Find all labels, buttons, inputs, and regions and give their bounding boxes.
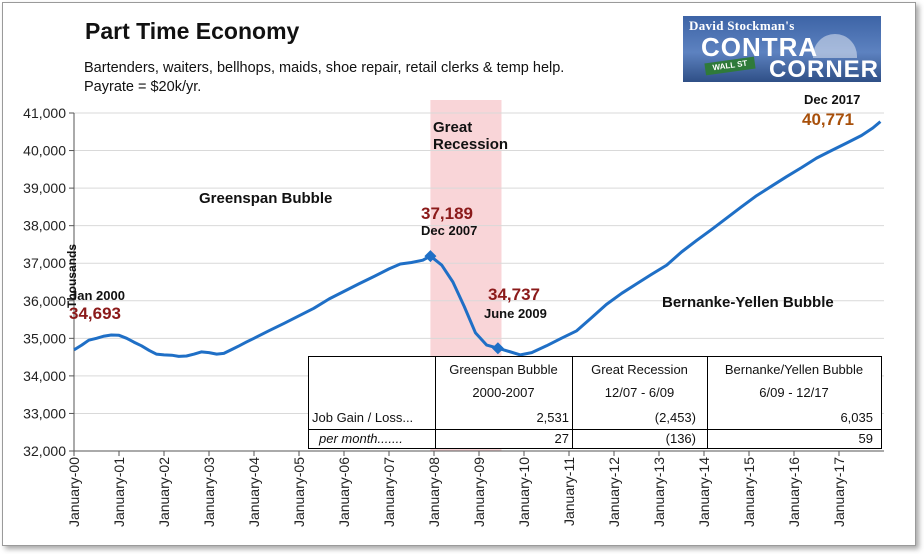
table-divider bbox=[707, 357, 708, 448]
x-tick-label: January-09 bbox=[471, 457, 487, 527]
x-axis-ticks: January-00 January-01 January-02 January-03… bbox=[66, 451, 847, 527]
x-tick-label: January-02 bbox=[156, 457, 172, 527]
annotation-dec-2007: Dec 2007 bbox=[421, 223, 477, 238]
x-tick-label: January-10 bbox=[516, 457, 532, 527]
contra-corner-logo: David Stockman's CONTRA WALL ST CORNER bbox=[683, 16, 881, 82]
y-tick-label: 38,000 bbox=[23, 218, 66, 234]
x-tick-label: January-16 bbox=[786, 457, 802, 527]
annotation-june-2009: June 2009 bbox=[484, 306, 547, 321]
subtitle-line-2: Payrate = $20k/yr. bbox=[84, 79, 202, 95]
x-tick-label: January-04 bbox=[246, 457, 262, 527]
marker-layer bbox=[424, 250, 504, 355]
table-col-1-line-1: Greenspan Bubble bbox=[449, 362, 558, 377]
value-label-dec-2017: 40,771 bbox=[802, 110, 854, 129]
table-cell: (136) bbox=[665, 431, 696, 446]
chart-title: Part Time Economy bbox=[85, 18, 300, 44]
x-tick-label: January-07 bbox=[381, 457, 397, 527]
logo-line-2: CONTRA bbox=[701, 32, 819, 62]
annotation-great-recession-line-1: Great bbox=[433, 119, 472, 136]
table-col-2-line-2: 12/07 - 6/09 bbox=[604, 385, 675, 400]
x-tick-label: January-00 bbox=[66, 457, 82, 527]
table-cell: 27 bbox=[554, 431, 569, 446]
annotation-dec-2017: Dec 2017 bbox=[804, 92, 860, 107]
y-tick-label: 37,000 bbox=[23, 255, 66, 271]
table-col-3-line-1: Bernanke/Yellen Bubble bbox=[724, 362, 864, 377]
y-tick-label: 39,000 bbox=[23, 180, 66, 196]
y-axis-ticks: 32,000 33,000 34,000 35,000 36,000 37,000 38,0… bbox=[23, 105, 79, 459]
x-tick-label: January-15 bbox=[741, 457, 757, 527]
y-axis-label: Thousands bbox=[65, 244, 79, 308]
table-cell: 59 bbox=[858, 431, 873, 446]
table-cell: 6,035 bbox=[840, 410, 873, 425]
subtitle-line-1: Bartenders, waiters, bellhops, maids, sh… bbox=[84, 60, 565, 76]
table-divider bbox=[572, 357, 573, 448]
x-tick-label: January-06 bbox=[336, 457, 352, 527]
y-tick-label: 41,000 bbox=[23, 105, 66, 121]
data-point-marker bbox=[424, 250, 437, 263]
data-point-marker bbox=[491, 342, 504, 355]
table-row-label: per month....... bbox=[319, 431, 403, 446]
series-layer bbox=[73, 120, 882, 358]
x-tick-label: January-17 bbox=[831, 457, 847, 527]
value-label-jan-2000: 34,693 bbox=[69, 304, 121, 323]
x-tick-label: January-13 bbox=[651, 457, 667, 527]
annotation-bernanke-yellen-bubble: Bernanke-Yellen Bubble bbox=[662, 294, 834, 311]
logo-line-1: David Stockman's bbox=[689, 18, 795, 33]
chart-subtitle: Bartenders, waiters, bellhops, maids, sh… bbox=[84, 59, 564, 97]
x-tick-label: January-08 bbox=[426, 457, 442, 527]
value-label-june-2009: 34,737 bbox=[488, 285, 540, 304]
table-col-3-line-2: 6/09 - 12/17 bbox=[759, 385, 829, 400]
x-tick-label: January-03 bbox=[201, 457, 217, 527]
table-divider bbox=[435, 357, 436, 448]
y-tick-label: 35,000 bbox=[23, 330, 66, 346]
table-col-2-line-1: Great Recession bbox=[591, 362, 688, 377]
x-tick-label: January-01 bbox=[111, 457, 127, 527]
y-tick-label: 40,000 bbox=[23, 143, 66, 159]
x-tick-label: January-05 bbox=[291, 457, 307, 527]
value-label-dec-2007: 37,189 bbox=[421, 204, 473, 223]
series-line bbox=[73, 120, 882, 358]
x-tick-label: January-12 bbox=[606, 457, 622, 527]
x-tick-label: January-14 bbox=[696, 457, 712, 527]
y-tick-label: 32,000 bbox=[23, 443, 66, 459]
table-row-label: Job Gain / Loss... bbox=[312, 410, 414, 425]
y-tick-label: 33,000 bbox=[23, 405, 66, 421]
table-row-divider bbox=[309, 429, 881, 430]
job-gain-table: Greenspan Bubble 2000-2007 Great Recessi… bbox=[308, 356, 882, 449]
x-tick-label: January-11 bbox=[561, 457, 577, 526]
y-tick-label: 36,000 bbox=[23, 293, 66, 309]
logo-line-3: CORNER bbox=[769, 56, 880, 82]
table-col-1-line-2: 2000-2007 bbox=[472, 385, 535, 400]
annotation-great-recession-line-2: Recession bbox=[433, 136, 508, 153]
table-cell: (2,453) bbox=[654, 410, 696, 425]
annotation-jan-2000: Jan 2000 bbox=[70, 288, 125, 303]
annotation-greenspan-bubble: Greenspan Bubble bbox=[199, 190, 332, 207]
table-cell: 2,531 bbox=[536, 410, 569, 425]
y-tick-label: 34,000 bbox=[23, 368, 66, 384]
